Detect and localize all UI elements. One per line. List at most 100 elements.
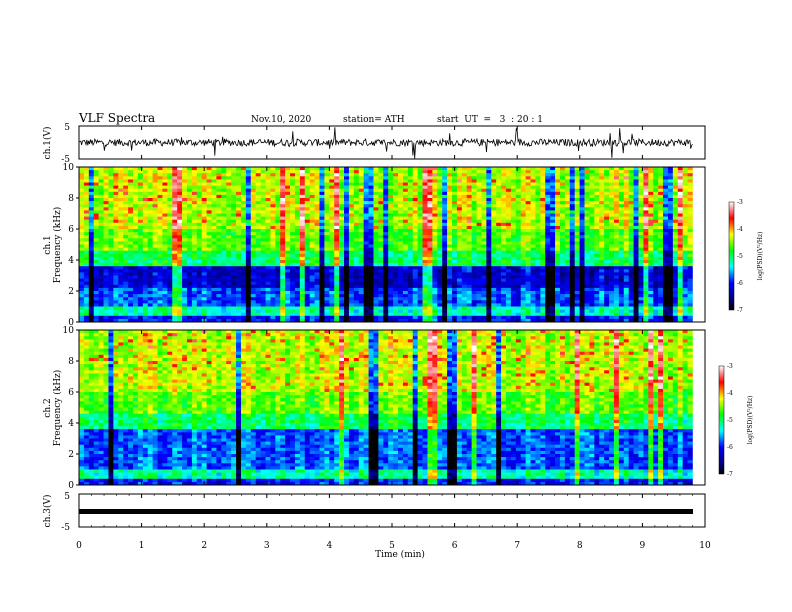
spectrogram-cell bbox=[373, 232, 379, 236]
spectrogram-cell bbox=[294, 278, 301, 282]
spectrogram-cell bbox=[515, 256, 522, 261]
spectrogram-cell bbox=[461, 219, 468, 224]
spectrogram-cell bbox=[128, 219, 134, 224]
spectrogram-cell bbox=[265, 216, 271, 220]
spectrogram-cell bbox=[221, 210, 227, 214]
spectrogram-cell bbox=[569, 263, 575, 267]
spectrogram-cell bbox=[515, 278, 522, 282]
spectrogram-cell bbox=[142, 176, 149, 180]
spectrogram-cell bbox=[270, 281, 276, 286]
spectrogram-cell bbox=[555, 225, 561, 230]
spectrogram-cell bbox=[93, 272, 99, 276]
spectrogram-cell bbox=[79, 229, 85, 233]
spectrogram-cell bbox=[221, 176, 227, 180]
spectrogram-cell bbox=[172, 198, 178, 202]
spectrogram-cell bbox=[658, 253, 664, 258]
spectrogram-cell bbox=[348, 222, 355, 227]
spectrogram-cell bbox=[177, 272, 183, 276]
spectrogram-cell bbox=[162, 278, 168, 282]
spectrogram-cell bbox=[226, 213, 232, 217]
spectrogram-cell bbox=[226, 272, 232, 276]
spectrogram-cell bbox=[417, 263, 423, 267]
spectrogram-cell bbox=[319, 176, 325, 180]
spectrogram-cell bbox=[476, 188, 482, 193]
spectrogram-cell bbox=[663, 244, 669, 248]
spectrogram-cell bbox=[579, 244, 585, 248]
spectrogram-cell bbox=[162, 263, 168, 267]
spectrogram-cell bbox=[353, 216, 360, 220]
spectrogram-cell bbox=[314, 210, 320, 214]
spectrogram-cell bbox=[294, 269, 301, 273]
spectrogram-cell bbox=[324, 241, 330, 245]
spectrogram-cell bbox=[231, 170, 237, 174]
spectrogram-cell bbox=[638, 207, 644, 211]
spectrogram-cell bbox=[442, 201, 448, 205]
spectrogram-cell bbox=[481, 213, 487, 217]
spectrogram-cell bbox=[88, 182, 95, 186]
spectrogram-cell bbox=[402, 229, 409, 233]
spectrogram-cell bbox=[530, 194, 536, 199]
spectrogram-cell bbox=[609, 284, 615, 289]
spectrogram-cell bbox=[525, 167, 531, 171]
spectrogram-cell bbox=[211, 235, 217, 239]
spectrogram-cell bbox=[663, 179, 669, 183]
spectrogram-cell bbox=[211, 222, 217, 227]
spectrogram-cell bbox=[569, 238, 575, 242]
spectrogram-cell bbox=[299, 263, 306, 267]
spectrogram-cell bbox=[280, 188, 286, 193]
spectrogram-cell bbox=[613, 272, 620, 276]
spectrogram-cell bbox=[368, 198, 374, 202]
spectrogram-cell bbox=[525, 269, 531, 273]
spectrogram-cell bbox=[437, 272, 443, 276]
spectrogram-cell bbox=[339, 287, 345, 292]
spectrogram-cell bbox=[344, 250, 350, 255]
spectrogram-cell bbox=[177, 244, 183, 248]
spectrogram-cell bbox=[481, 244, 487, 248]
spectrogram-cell bbox=[388, 238, 394, 242]
spectrogram-cell bbox=[530, 238, 536, 242]
spectrogram-cell bbox=[255, 219, 261, 224]
spectrogram-cell bbox=[142, 170, 149, 174]
spectrogram-cell bbox=[672, 216, 679, 220]
spectrogram-cell bbox=[648, 238, 654, 242]
spectrogram-cell bbox=[437, 266, 443, 270]
spectrogram-cell bbox=[491, 204, 497, 208]
spectrogram-cell bbox=[682, 201, 688, 205]
spectrogram-cell bbox=[353, 278, 360, 282]
spectrogram-cell bbox=[299, 182, 306, 186]
spectrogram-cell bbox=[510, 210, 517, 214]
spectrogram-cell bbox=[236, 167, 242, 171]
spectrogram-cell bbox=[402, 194, 409, 199]
spectrogram-cell bbox=[290, 272, 296, 276]
spectrogram-cell bbox=[550, 232, 556, 236]
spectrogram-cell bbox=[290, 185, 296, 189]
spectrogram-cell bbox=[265, 188, 271, 193]
spectrogram-cell bbox=[142, 284, 149, 289]
spectrogram-cell bbox=[412, 235, 418, 239]
spectrogram-cell bbox=[383, 235, 389, 239]
spectrogram-cell bbox=[83, 179, 90, 183]
spectrogram-cell bbox=[515, 275, 522, 279]
spectrogram-cell bbox=[275, 213, 281, 217]
spectrogram-cell bbox=[510, 247, 517, 251]
spectrogram-cell bbox=[191, 216, 198, 220]
spectrogram-cell bbox=[505, 241, 512, 245]
spectrogram-cell bbox=[613, 182, 620, 186]
spectrogram-cell bbox=[353, 185, 360, 189]
spectrogram-cell bbox=[88, 173, 95, 177]
spectrogram-cell bbox=[383, 173, 389, 177]
spectrogram-cell bbox=[201, 222, 207, 227]
spectrogram-cell bbox=[658, 244, 664, 248]
spectrogram-cell bbox=[132, 272, 139, 276]
spectrogram-cell bbox=[687, 191, 693, 196]
spectrogram-cell bbox=[255, 173, 261, 177]
spectrogram-cell bbox=[172, 266, 178, 270]
spectrogram-cell bbox=[285, 250, 291, 255]
spectrogram-cell bbox=[687, 281, 693, 286]
spectrogram-cell bbox=[569, 170, 575, 174]
spectrogram-cell bbox=[471, 250, 477, 255]
spectrogram-cell bbox=[118, 225, 124, 230]
spectrogram-cell bbox=[358, 256, 364, 261]
spectrogram-cell bbox=[540, 167, 546, 171]
spectrogram-cell bbox=[550, 219, 556, 224]
